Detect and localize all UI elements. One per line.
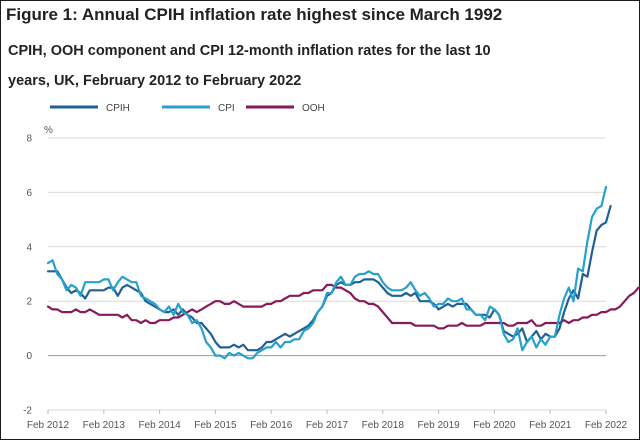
x-tick-label: Feb 2016 xyxy=(250,420,293,431)
gridlines xyxy=(48,137,606,411)
y-tick-label: 2 xyxy=(26,297,32,308)
legend-label-cpi: CPI xyxy=(218,103,235,114)
y-tick-label: 4 xyxy=(26,242,32,253)
axes: -2 0 2 4 6 8% Feb 2012 Feb 2013 Feb 2014 Feb 2015… xyxy=(23,125,627,431)
x-tick-label: Feb 2022 xyxy=(585,420,628,431)
series-lines xyxy=(46,185,640,360)
y-tick-label: 6 xyxy=(26,188,32,199)
series-line-ooh xyxy=(46,283,640,330)
x-tick-label: Feb 2021 xyxy=(529,420,572,431)
series-line-cpi xyxy=(46,185,608,360)
x-tick-label: Feb 2020 xyxy=(473,420,516,431)
x-tick-label: Feb 2013 xyxy=(83,420,126,431)
x-tick-label: Feb 2019 xyxy=(417,420,460,431)
x-tick-label: Feb 2018 xyxy=(362,420,405,431)
y-tick-label: 0 xyxy=(26,351,32,362)
legend-label-cpih: CPIH xyxy=(106,103,130,114)
chart-subtitle: CPIH, OOH component and CPI 12-month inf… xyxy=(8,43,491,89)
series-line-cpih xyxy=(46,204,612,352)
legend: CPIH CPI OOH xyxy=(50,103,325,114)
y-tick-label: 8 xyxy=(26,134,32,145)
y-tick-label: -2 xyxy=(23,406,32,417)
x-tick-label: Feb 2014 xyxy=(138,420,181,431)
y-axis-unit-label: % xyxy=(44,125,53,136)
x-tick-label: Feb 2012 xyxy=(27,420,70,431)
x-tick-label: Feb 2015 xyxy=(194,420,237,431)
figure-title: Figure 1: Annual CPIH inflation rate hig… xyxy=(6,5,503,24)
x-tick-label: Feb 2017 xyxy=(306,420,349,431)
legend-label-ooh: OOH xyxy=(302,103,325,114)
